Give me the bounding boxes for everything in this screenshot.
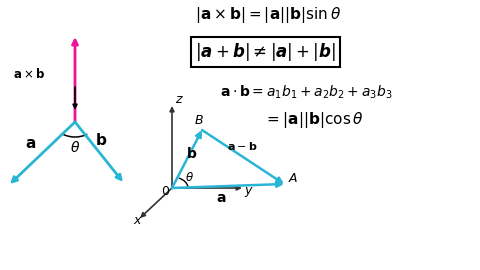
- Text: $|\boldsymbol{a}+\boldsymbol{b}| \neq |\boldsymbol{a}|+|\boldsymbol{b}|$: $|\boldsymbol{a}+\boldsymbol{b}| \neq |\…: [195, 41, 336, 63]
- Text: $\theta$: $\theta$: [70, 140, 80, 156]
- Text: $z$: $z$: [175, 93, 184, 106]
- Text: $\mathbf{a}-\mathbf{b}$: $\mathbf{a}-\mathbf{b}$: [227, 140, 258, 152]
- Text: $\mathbf{a}$: $\mathbf{a}$: [25, 137, 36, 151]
- Text: $\mathbf{a}$: $\mathbf{a}$: [216, 191, 227, 205]
- Text: $\mathbf{a} \times \mathbf{b}$: $\mathbf{a} \times \mathbf{b}$: [13, 67, 45, 81]
- Text: $x$: $x$: [133, 214, 143, 227]
- Text: $\theta$: $\theta$: [185, 171, 194, 184]
- Text: $= |\mathbf{a}||\mathbf{b}|\cos\theta$: $= |\mathbf{a}||\mathbf{b}|\cos\theta$: [264, 110, 364, 130]
- Text: $0$: $0$: [161, 185, 170, 198]
- Text: $B$: $B$: [194, 114, 204, 127]
- Text: $y$: $y$: [244, 185, 254, 199]
- Text: $A$: $A$: [288, 172, 299, 185]
- Text: $\mathbf{b}$: $\mathbf{b}$: [186, 146, 197, 161]
- Text: $|\mathbf{a} \times \mathbf{b}| = |\mathbf{a}||\mathbf{b}|\sin\theta$: $|\mathbf{a} \times \mathbf{b}| = |\math…: [195, 5, 341, 25]
- Text: $\mathbf{b}$: $\mathbf{b}$: [95, 132, 107, 148]
- Text: $\mathbf{a} \cdot \mathbf{b} = a_1 b_1 + a_2 b_2 + a_3 b_3$: $\mathbf{a} \cdot \mathbf{b} = a_1 b_1 +…: [220, 83, 393, 101]
